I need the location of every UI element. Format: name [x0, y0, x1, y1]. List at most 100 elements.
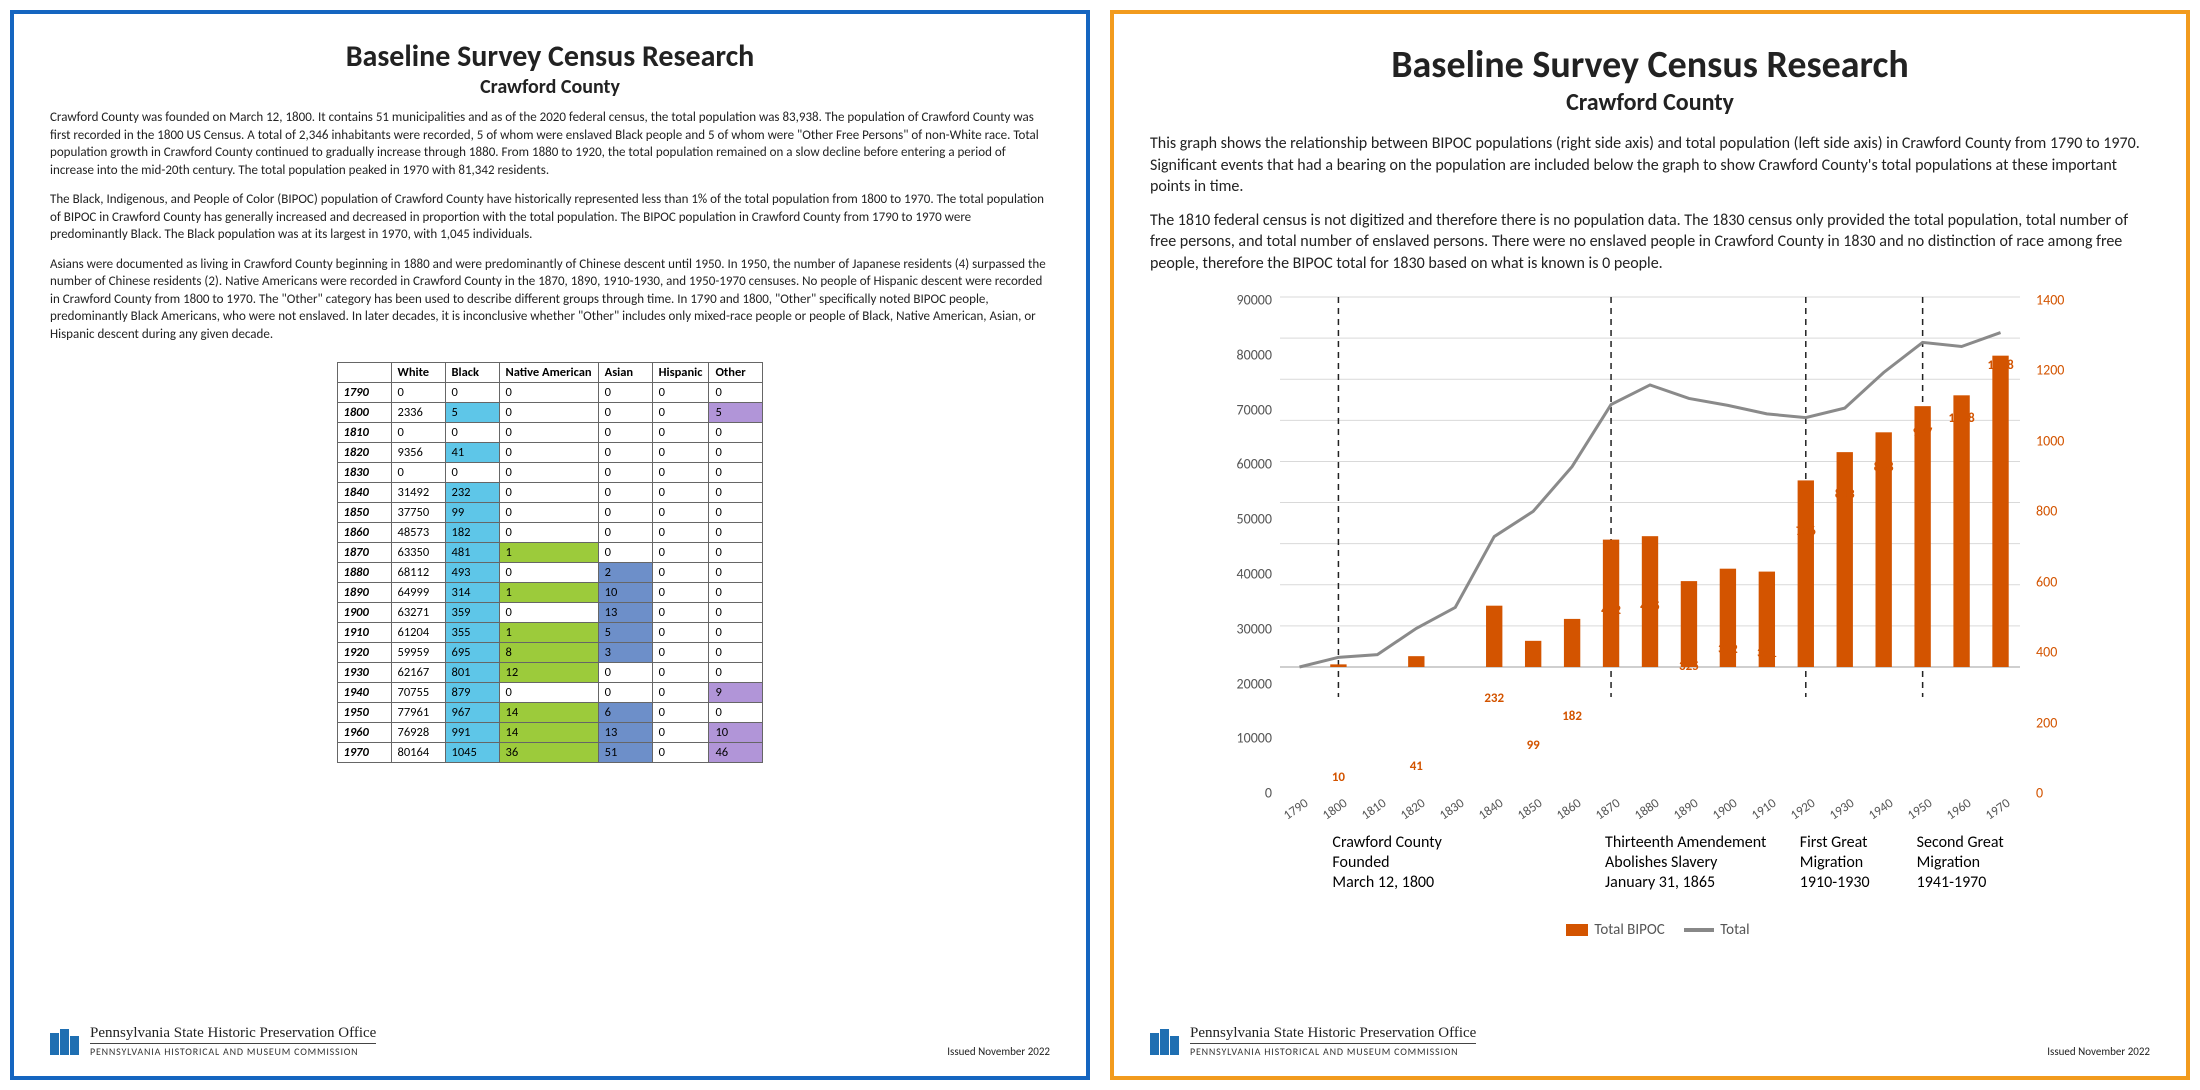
- table-cell: 0: [598, 462, 652, 482]
- table-cell: 77961: [391, 702, 445, 722]
- y-axis-right-label: 800: [2036, 503, 2080, 520]
- table-cell: 0: [499, 602, 598, 622]
- table-cell: 0: [598, 422, 652, 442]
- table-cell: 51: [598, 742, 652, 762]
- table-cell: 0: [709, 702, 763, 722]
- y-axis-left-label: 20000: [1220, 675, 1272, 692]
- table-cell: 0: [652, 702, 709, 722]
- table-cell: 0: [391, 422, 445, 442]
- event-line: January 31, 1865: [1605, 873, 1766, 893]
- table-cell: 3: [598, 642, 652, 662]
- table-cell: 0: [598, 522, 652, 542]
- table-cell: 0: [652, 722, 709, 742]
- y-axis-left-label: 50000: [1220, 511, 1272, 528]
- table-cell: 80164: [391, 742, 445, 762]
- population-table: WhiteBlackNative AmericanAsianHispanicOt…: [337, 362, 764, 763]
- table-cell: 31492: [391, 482, 445, 502]
- table-row: 18906499931411000: [337, 582, 763, 602]
- table-cell: 0: [652, 482, 709, 502]
- y-axis-right-label: 1400: [2036, 291, 2080, 308]
- table-year: 1940: [337, 682, 391, 702]
- table-cell: 8: [499, 642, 598, 662]
- footer-org: Pennsylvania State Historic Preservation…: [50, 1025, 376, 1058]
- chart-event: First GreatMigration1910-1930: [1800, 833, 1870, 893]
- chart-canvas: [1220, 287, 2080, 707]
- chart-event: Thirteenth AmendementAbolishes SlaveryJa…: [1605, 833, 1766, 893]
- table-cell: 0: [652, 602, 709, 622]
- table-year: 1960: [337, 722, 391, 742]
- table-year: 1820: [337, 442, 391, 462]
- page-right: Baseline Survey Census Research Crawford…: [1110, 10, 2190, 1080]
- table-cell: 0: [709, 502, 763, 522]
- table-cell: 0: [499, 522, 598, 542]
- bar-value-label: 813: [1835, 487, 1855, 502]
- phmc-logo-icon: [1150, 1029, 1180, 1055]
- table-cell: 2: [598, 562, 652, 582]
- table-cell: 0: [598, 402, 652, 422]
- table-cell: 0: [709, 662, 763, 682]
- table-cell: 76928: [391, 722, 445, 742]
- table-cell: 0: [652, 682, 709, 702]
- table-cell: 99: [445, 502, 499, 522]
- y-axis-left-label: 80000: [1220, 346, 1272, 363]
- x-axis-label: 1950: [1905, 796, 1935, 823]
- table-year: 1970: [337, 742, 391, 762]
- bar-value-label: 1178: [1987, 358, 2013, 373]
- table-cell: 1: [499, 582, 598, 602]
- table-cell: 46: [709, 742, 763, 762]
- table-row: 1790000000: [337, 382, 763, 402]
- footer-org: Pennsylvania State Historic Preservation…: [1150, 1025, 1476, 1058]
- table-cell: 0: [652, 402, 709, 422]
- legend-swatch-line: [1684, 928, 1714, 932]
- table-cell: 991: [445, 722, 499, 742]
- table-cell: 14: [499, 702, 598, 722]
- bar-value-label: 482: [1601, 603, 1621, 618]
- org-subname: PENNSYLVANIA HISTORICAL AND MUSEUM COMMI…: [1190, 1044, 1476, 1058]
- y-axis-left-label: 40000: [1220, 565, 1272, 582]
- table-cell: 6: [598, 702, 652, 722]
- event-line: Migration: [1917, 853, 2004, 873]
- table-cell: 314: [445, 582, 499, 602]
- table-cell: 232: [445, 482, 499, 502]
- body-paragraph: Crawford County was founded on March 12,…: [50, 109, 1050, 179]
- event-line: Thirteenth Amendement: [1605, 833, 1766, 853]
- table-row: 18209356410000: [337, 442, 763, 462]
- table-cell: 0: [709, 582, 763, 602]
- body-paragraph: Asians were documented as living in Craw…: [50, 256, 1050, 344]
- table-cell: 68112: [391, 562, 445, 582]
- table-cell: 12: [499, 662, 598, 682]
- x-axis-label: 1930: [1827, 796, 1857, 823]
- table-cell: 0: [391, 382, 445, 402]
- bar-value-label: 10: [1332, 770, 1345, 785]
- x-axis-label: 1900: [1710, 796, 1740, 823]
- y-axis-right-label: 600: [2036, 573, 2080, 590]
- x-axis-label: 1830: [1437, 796, 1467, 823]
- table-header: Other: [709, 362, 763, 382]
- body-paragraph: The 1810 federal census is not digitized…: [1150, 210, 2150, 275]
- table-year: 1920: [337, 642, 391, 662]
- table-row: 19306216780112000: [337, 662, 763, 682]
- table-cell: 801: [445, 662, 499, 682]
- table-row: 19006327135901300: [337, 602, 763, 622]
- table-row: 1960769289911413010: [337, 722, 763, 742]
- table-year: 1870: [337, 542, 391, 562]
- table-cell: 59959: [391, 642, 445, 662]
- table-cell: 0: [499, 402, 598, 422]
- table-cell: 0: [598, 482, 652, 502]
- y-axis-left-label: 0: [1220, 785, 1272, 802]
- table-cell: 5: [709, 402, 763, 422]
- table-cell: 14: [499, 722, 598, 742]
- table-cell: 0: [709, 642, 763, 662]
- bar-value-label: 888: [1874, 460, 1894, 475]
- table-cell: 0: [709, 462, 763, 482]
- table-cell: 5: [598, 622, 652, 642]
- table-cell: 0: [709, 442, 763, 462]
- table-header: Asian: [598, 362, 652, 382]
- x-axis-label: 1840: [1476, 796, 1506, 823]
- x-axis-label: 1920: [1788, 796, 1818, 823]
- bar-value-label: 372: [1718, 642, 1738, 657]
- table-cell: 1: [499, 622, 598, 642]
- x-axis-label: 1870: [1593, 796, 1623, 823]
- left-body: Crawford County was founded on March 12,…: [50, 109, 1050, 356]
- table-cell: 0: [499, 562, 598, 582]
